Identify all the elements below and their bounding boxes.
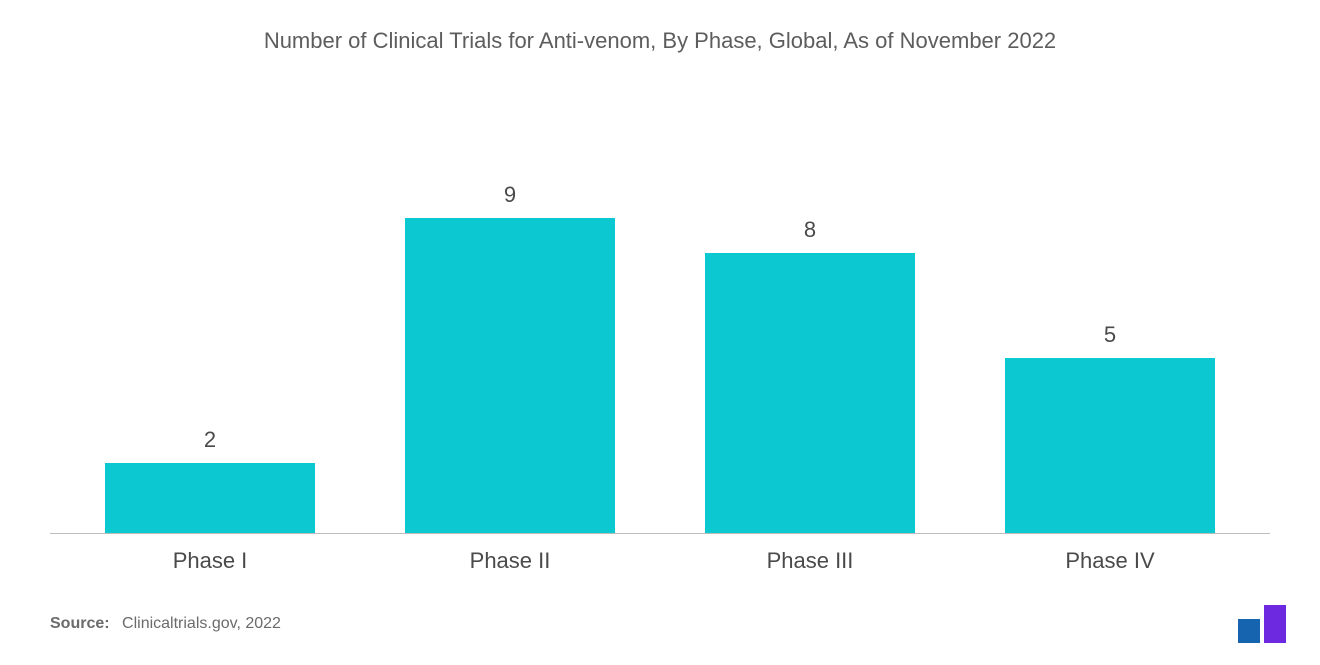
x-axis-label: Phase IV — [960, 548, 1260, 574]
source-label: Source: — [50, 615, 110, 632]
source-text: Clinicaltrials.gov, 2022 — [122, 615, 281, 632]
bar-value-label: 9 — [504, 182, 516, 208]
bar — [705, 253, 915, 533]
bar-value-label: 5 — [1104, 322, 1116, 348]
bar-value-label: 2 — [204, 427, 216, 453]
x-axis-label: Phase I — [60, 548, 360, 574]
bar-group: 5 — [960, 114, 1260, 533]
logo-bar-1 — [1238, 619, 1260, 643]
bar — [105, 463, 315, 533]
bar-value-label: 8 — [804, 217, 816, 243]
chart-container: Number of Clinical Trials for Anti-venom… — [0, 0, 1320, 665]
x-axis-label: Phase II — [360, 548, 660, 574]
x-axis-label: Phase III — [660, 548, 960, 574]
chart-title: Number of Clinical Trials for Anti-venom… — [50, 28, 1270, 54]
bar — [405, 218, 615, 533]
x-axis-labels: Phase I Phase II Phase III Phase IV — [50, 534, 1270, 574]
logo-icon — [1236, 603, 1292, 643]
chart-plot-area: 2 9 8 5 — [50, 114, 1270, 534]
logo-bar-2 — [1264, 605, 1286, 643]
bar-group: 2 — [60, 114, 360, 533]
brand-logo — [1236, 603, 1292, 643]
bar — [1005, 358, 1215, 533]
bar-group: 9 — [360, 114, 660, 533]
bar-group: 8 — [660, 114, 960, 533]
source-attribution: Source: Clinicaltrials.gov, 2022 — [50, 615, 281, 633]
